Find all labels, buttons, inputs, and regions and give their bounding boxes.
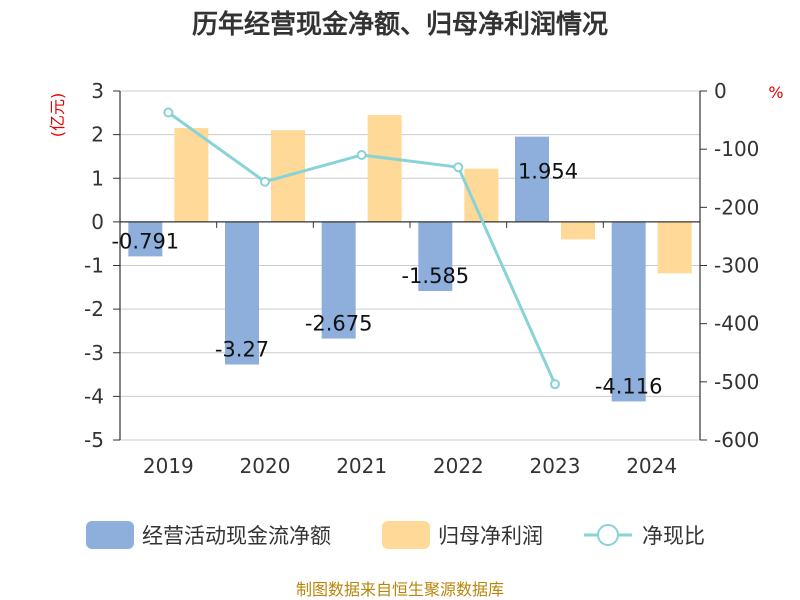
chart-title: 历年经营现金净额、归母净利润情况 (192, 9, 608, 40)
category-label: 2024 (626, 454, 677, 478)
bar-1-0 (174, 128, 209, 222)
left-tick-label: -1 (84, 254, 104, 278)
legend-swatch-cashflow (86, 521, 134, 549)
bar-0-4 (515, 136, 549, 222)
bar-0-5 (611, 221, 646, 402)
legend-label-cashflow: 经营活动现金流净额 (142, 524, 331, 548)
bar-1-2 (367, 114, 402, 222)
category-label: 2023 (530, 454, 581, 478)
left-axis-unit: (亿元) (48, 93, 67, 138)
right-tick-label: -500 (714, 370, 759, 394)
left-tick-label: 0 (91, 210, 104, 234)
left-tick-label: 2 (91, 123, 104, 147)
bar-value-label: -1.585 (401, 264, 469, 288)
right-tick-label: -600 (714, 428, 759, 452)
gridlines (120, 90, 700, 441)
bar-0-1 (225, 221, 259, 365)
legend[interactable]: 经营活动现金流净额 归母净利润 净现比 (86, 521, 705, 549)
legend-label-ratio: 净现比 (642, 524, 705, 548)
left-tick-label: -5 (84, 428, 104, 452)
bar-value-label: -3.27 (215, 338, 269, 362)
bar-1-5 (657, 221, 692, 274)
line-layer (163, 107, 560, 390)
bar-0-3 (418, 221, 453, 292)
left-tick-label: 3 (91, 79, 104, 103)
axes: 3 2 1 0 -1 -2 -3 -4 -5 0 -100 -200 -300 -400 -500 -600 2… (84, 79, 759, 478)
left-tick-label: -2 (84, 297, 104, 321)
left-tick-label: -4 (84, 384, 104, 408)
ratio-point (356, 149, 367, 160)
ratio-point (550, 379, 560, 390)
left-tick-label: -3 (84, 341, 104, 365)
ratio-point (260, 176, 270, 187)
legend-swatch-ratio-marker (597, 524, 619, 546)
source-note: 制图数据来自恒生聚源数据库 (296, 580, 504, 599)
right-tick-label: 0 (714, 79, 727, 103)
ratio-point (453, 162, 464, 173)
left-tick-label: 1 (91, 166, 104, 190)
right-axis-unit: % (768, 83, 783, 102)
category-label: 2020 (240, 454, 291, 478)
bar-value-label: -0.791 (111, 229, 179, 253)
bar-value-label: -4.116 (595, 374, 663, 398)
right-tick-label: -100 (714, 137, 759, 161)
data-label-layer: -0.791 -3.27 -2.675 -1.585 1.954 -4.116 (111, 160, 662, 399)
bar-1-4 (561, 221, 595, 240)
bar-value-label: -2.675 (305, 312, 373, 336)
bar-value-label: 1.954 (518, 160, 578, 184)
bar-0-2 (321, 221, 356, 339)
right-tick-label: -200 (714, 195, 759, 219)
bar-layer (128, 114, 692, 402)
category-label: 2021 (336, 454, 387, 478)
legend-label-netprofit: 归母净利润 (438, 524, 543, 548)
category-label: 2022 (433, 454, 484, 478)
legend-swatch-netprofit (382, 521, 430, 549)
bar-0-0 (128, 221, 163, 257)
category-label: 2019 (143, 454, 194, 478)
right-tick-label: -300 (714, 254, 759, 278)
right-tick-label: -400 (714, 312, 759, 336)
ratio-point (163, 107, 174, 118)
